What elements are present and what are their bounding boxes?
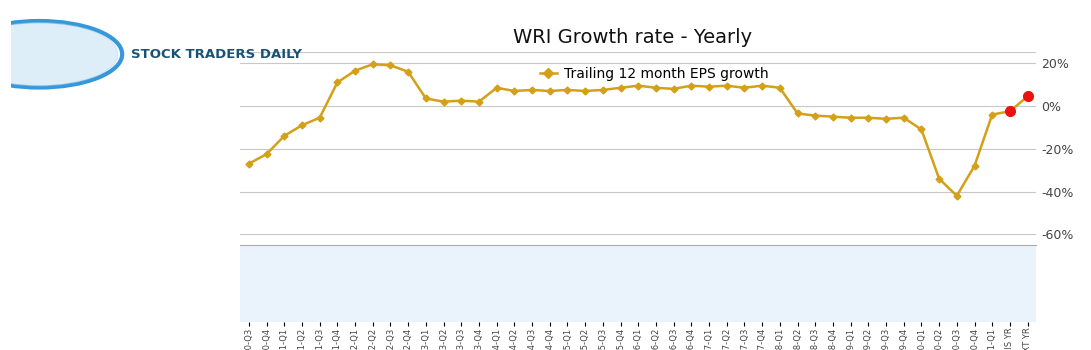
Legend: Trailing 12 month EPS growth: Trailing 12 month EPS growth <box>535 61 774 86</box>
Circle shape <box>0 23 118 86</box>
Text: WRI Growth rate - Yearly: WRI Growth rate - Yearly <box>513 28 753 47</box>
Text: STOCK TRADERS DAILY: STOCK TRADERS DAILY <box>131 48 302 61</box>
